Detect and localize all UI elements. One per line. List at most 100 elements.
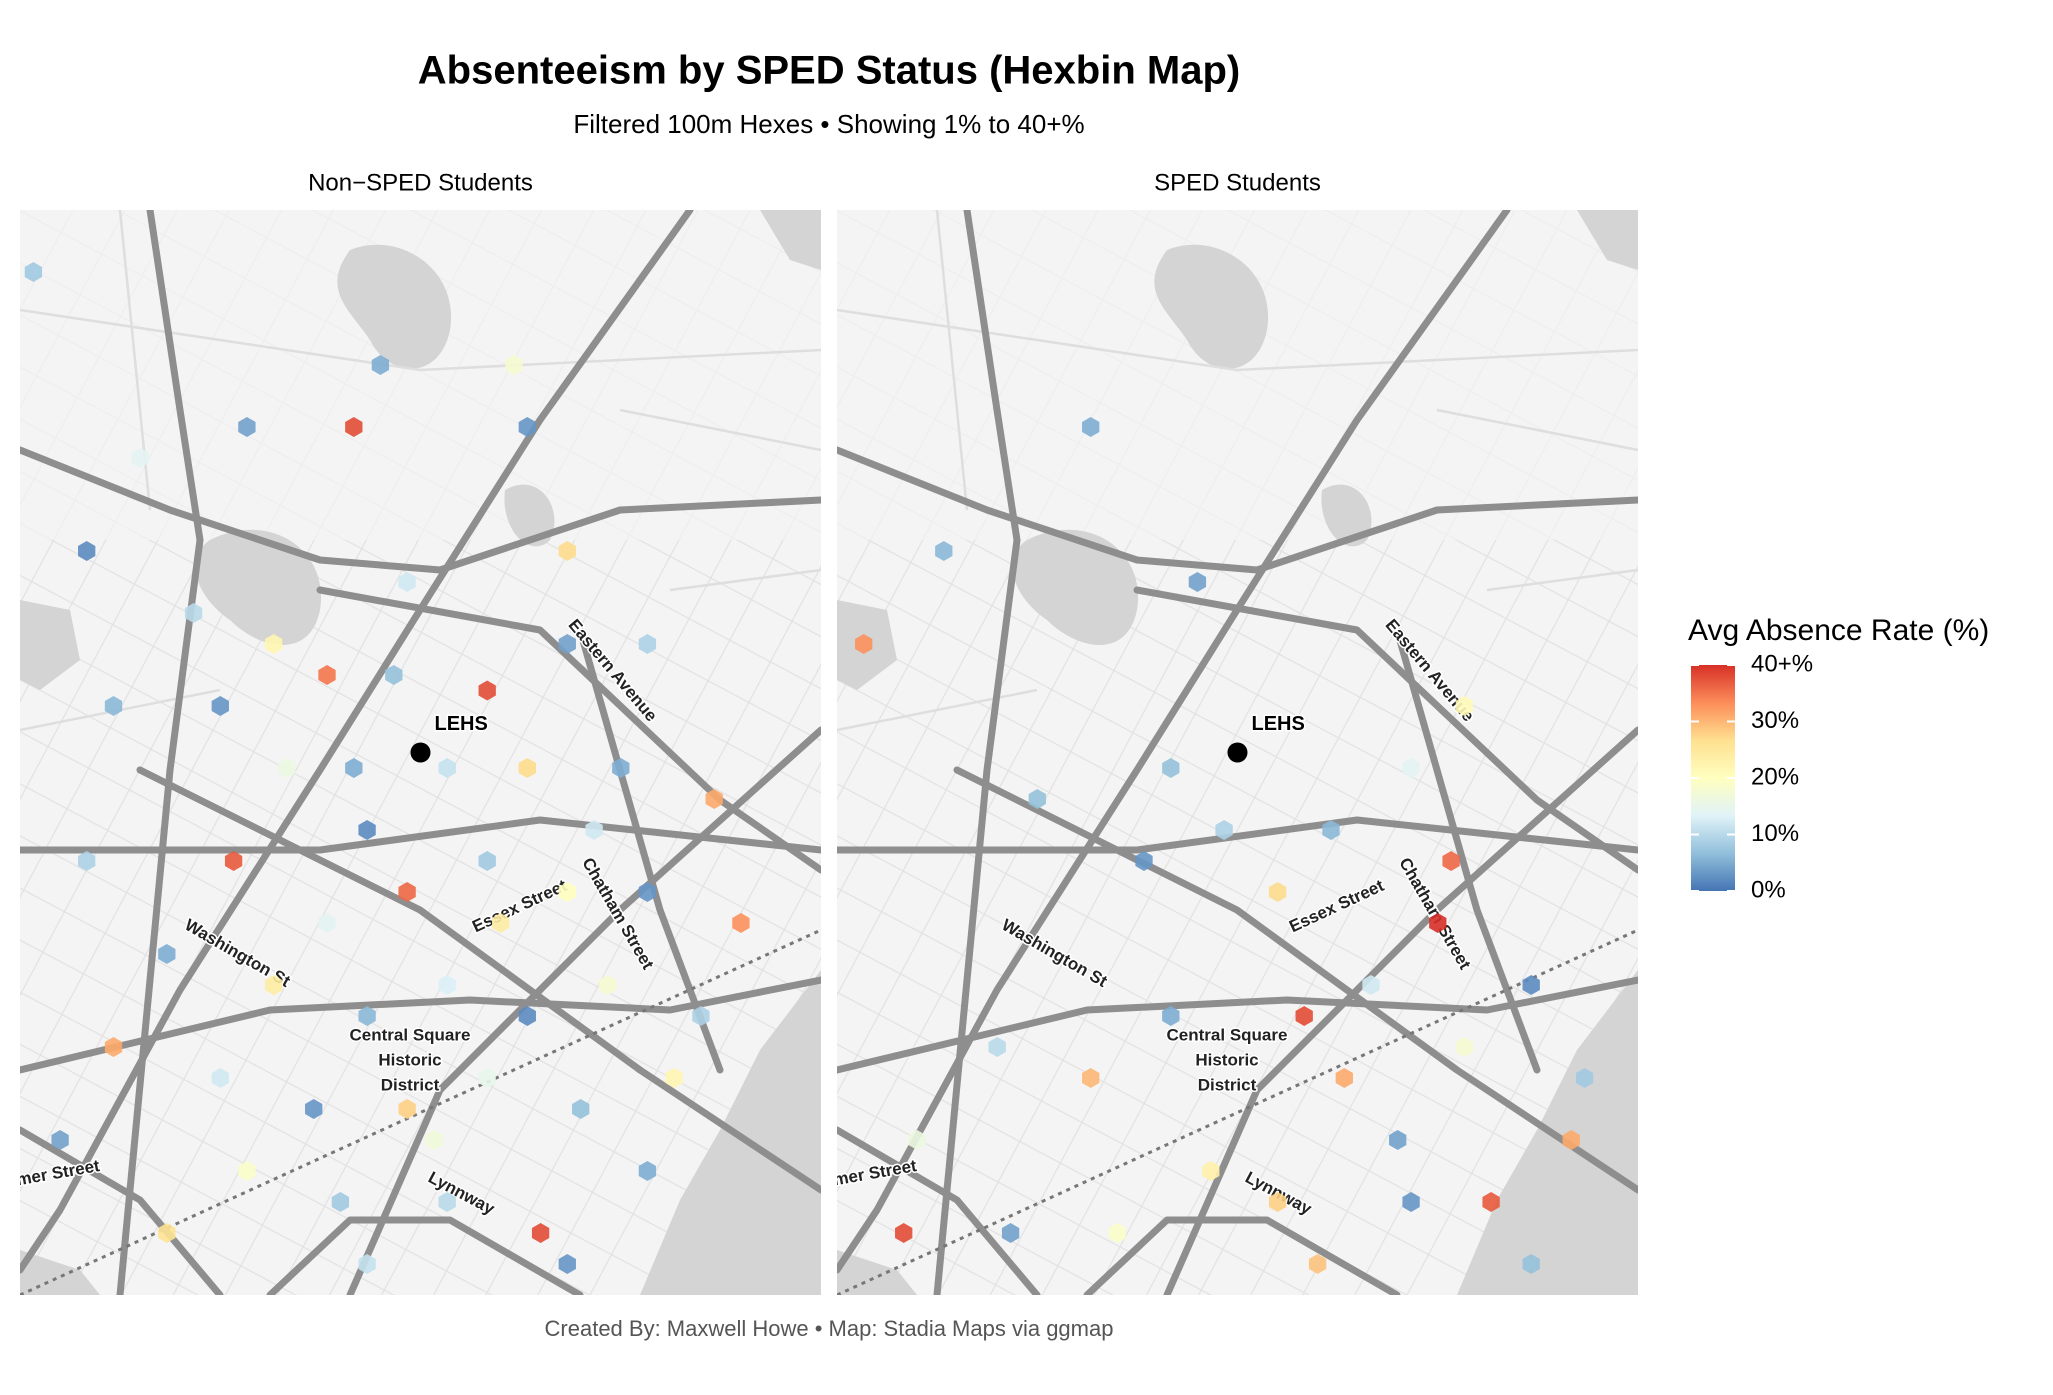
hex-bin — [305, 1099, 323, 1119]
hex-bin — [104, 696, 123, 716]
hex-bin — [1188, 572, 1207, 592]
landmark-label: LEHS — [435, 713, 488, 735]
hex-bin — [638, 882, 657, 902]
hex-bin — [158, 1223, 176, 1243]
hex-bin — [1429, 913, 1447, 933]
street-label: Central Square — [1167, 1025, 1288, 1044]
landmark-point — [1227, 742, 1248, 763]
hex-bin — [1162, 758, 1180, 778]
landmark-label: LEHS — [1252, 713, 1305, 735]
hex-bin — [1001, 1223, 1020, 1243]
hex-bin — [988, 1037, 1006, 1057]
hex-bin — [385, 665, 403, 685]
hex-bin — [345, 417, 363, 437]
caption: Created By: Maxwell Howe • Map: Stadia M… — [545, 1316, 1114, 1341]
street-label: District — [1198, 1075, 1257, 1094]
hex-bin — [318, 913, 336, 933]
hex-bin — [638, 634, 657, 654]
hex-bin — [478, 1068, 496, 1088]
hex-bin — [278, 758, 296, 778]
hex-bin — [478, 851, 496, 871]
hex-bin — [705, 789, 723, 809]
facet-label: Non−SPED Students — [308, 169, 533, 196]
facet-label: SPED Students — [1154, 169, 1321, 196]
hex-bin — [398, 882, 416, 902]
hex-bin — [505, 355, 523, 375]
hex-bin — [1082, 417, 1100, 437]
hex-bin — [1389, 1130, 1407, 1150]
hex-bin — [1562, 1130, 1580, 1150]
hex-bin — [358, 820, 376, 840]
hex-bin — [78, 851, 96, 871]
hex-bin — [238, 1161, 256, 1181]
hex-bin — [238, 417, 256, 437]
hex-bin — [371, 355, 390, 375]
hex-bin — [1522, 975, 1540, 995]
hex-bin — [358, 1254, 376, 1274]
hex-bin — [692, 1006, 710, 1026]
hex-bin — [184, 603, 203, 623]
hex-bin — [638, 1161, 657, 1181]
hex-bin — [1522, 1254, 1540, 1274]
hex-bin — [531, 1223, 550, 1243]
colorbar-tick-label: 10% — [1751, 820, 1799, 847]
hex-bin — [1268, 1192, 1287, 1212]
hex-bin — [1455, 1037, 1474, 1057]
hex-bin — [438, 1192, 456, 1212]
hex-bin — [1108, 1223, 1126, 1243]
hex-bin — [318, 665, 336, 685]
hex-bin — [598, 975, 617, 995]
chart-title: Absenteeism by SPED Status (Hexbin Map) — [418, 49, 1240, 93]
hex-bin — [1295, 1006, 1313, 1026]
hex-bin — [572, 1099, 590, 1119]
chart-subtitle: Filtered 100m Hexes • Showing 1% to 40+% — [573, 109, 1084, 139]
hex-bin — [24, 262, 43, 282]
hex-bin — [518, 1006, 536, 1026]
hex-bin — [211, 1068, 229, 1088]
hex-bin — [1322, 820, 1340, 840]
hex-bin — [585, 820, 603, 840]
hex-bin — [265, 634, 283, 654]
street-label: District — [381, 1075, 440, 1094]
hex-bin — [104, 1037, 123, 1057]
hex-bin — [1455, 696, 1474, 716]
landmark-point — [410, 742, 431, 763]
hex-bin — [131, 448, 149, 468]
hex-bin — [211, 696, 229, 716]
hex-bin — [1135, 851, 1153, 871]
hex-bin — [1402, 758, 1420, 778]
hex-bin — [518, 758, 536, 778]
hex-bin — [438, 758, 456, 778]
legend-title: Avg Absence Rate (%) — [1688, 614, 1989, 647]
hex-bin — [1308, 1254, 1327, 1274]
hex-bin — [558, 634, 576, 654]
hex-bin — [1215, 820, 1233, 840]
hex-bin — [1082, 1068, 1100, 1088]
hex-bin — [908, 1130, 926, 1150]
hex-bin — [265, 975, 283, 995]
hex-bin — [1575, 1068, 1594, 1088]
colorbar-tick-label: 0% — [1751, 876, 1786, 903]
hex-bin — [558, 1254, 576, 1274]
hex-bin — [78, 541, 96, 561]
hex-bin — [558, 882, 576, 902]
hex-bin — [1202, 1161, 1220, 1181]
hex-bin — [732, 913, 750, 933]
hex-bin — [425, 1130, 443, 1150]
hex-bin — [558, 541, 576, 561]
colorbar-tick-label: 30% — [1751, 707, 1799, 734]
hex-bin — [855, 634, 873, 654]
hex-bin — [491, 913, 510, 933]
colorbar-tick-label: 40+% — [1751, 650, 1813, 677]
colorbar-tick-label: 20% — [1751, 763, 1799, 790]
hex-bin — [1482, 1192, 1500, 1212]
hex-bin — [438, 975, 456, 995]
street-label: Central Square — [350, 1025, 471, 1044]
hex-bin — [1442, 851, 1460, 871]
hex-bin — [895, 1223, 913, 1243]
hex-bin — [1335, 1068, 1353, 1088]
hex-bin — [1402, 1192, 1420, 1212]
